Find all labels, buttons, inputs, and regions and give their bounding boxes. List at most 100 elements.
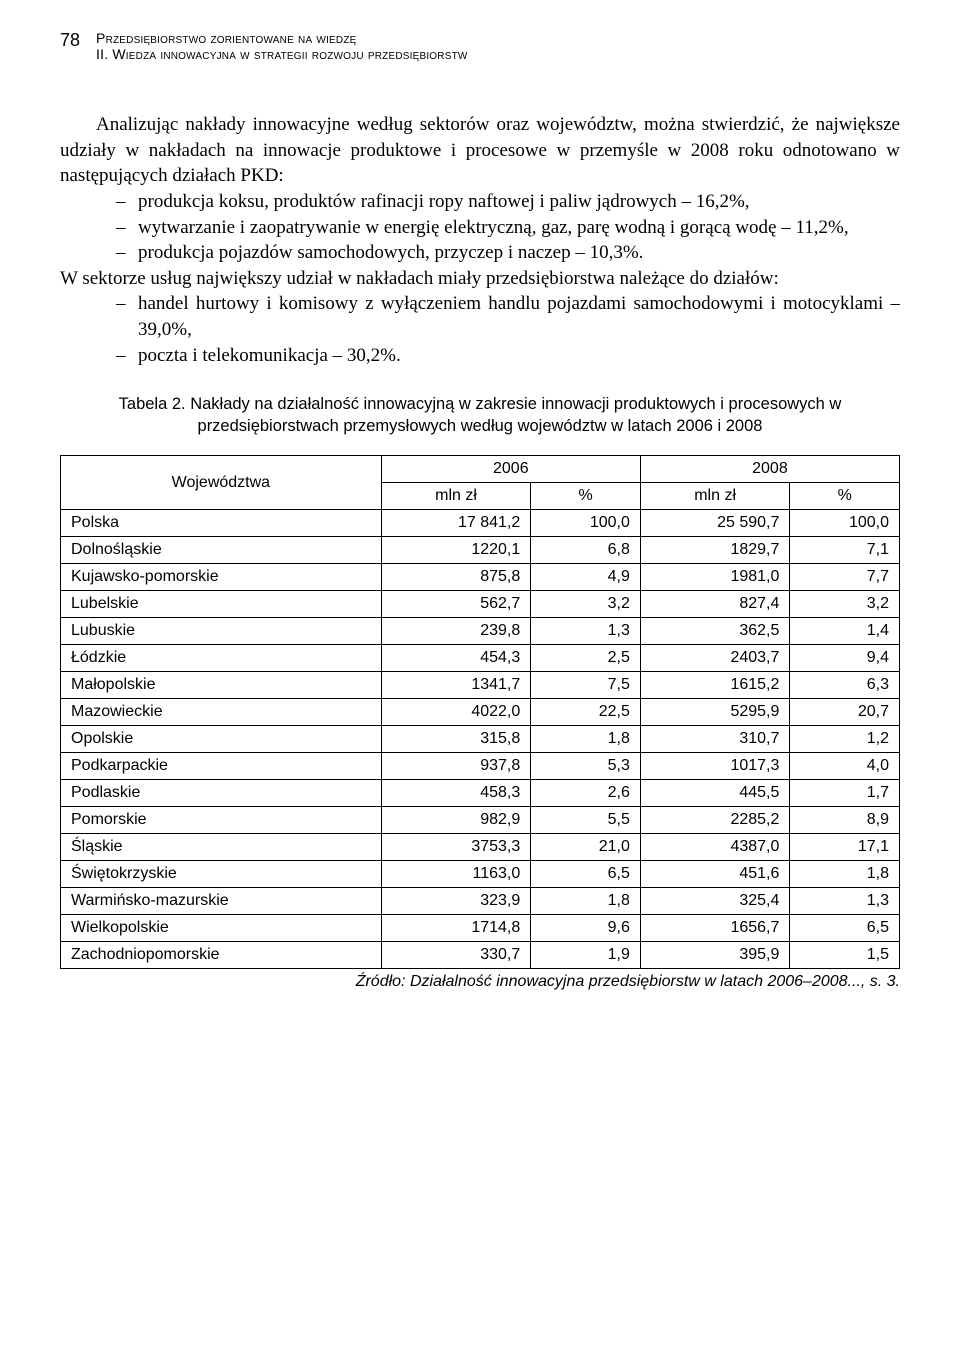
cell-value: 4,9 (531, 564, 641, 591)
table-row: Świętokrzyskie1163,06,5451,61,8 (61, 861, 900, 888)
cell-value: 982,9 (381, 807, 531, 834)
cell-value: 315,8 (381, 726, 531, 753)
cell-value: 2285,2 (640, 807, 790, 834)
cell-value: 7,7 (790, 564, 900, 591)
row-label: Podlaskie (61, 780, 382, 807)
cell-value: 6,3 (790, 672, 900, 699)
cell-value: 1,9 (531, 942, 641, 969)
table-row: Mazowieckie4022,022,55295,920,7 (61, 699, 900, 726)
cell-value: 6,5 (531, 861, 641, 888)
row-label: Małopolskie (61, 672, 382, 699)
cell-value: 17,1 (790, 834, 900, 861)
dash-icon: – (116, 240, 138, 266)
cell-value: 827,4 (640, 591, 790, 618)
cell-value: 1,2 (790, 726, 900, 753)
year-head-2006: 2006 (381, 456, 640, 483)
cell-value: 4,0 (790, 753, 900, 780)
table-row: Wielkopolskie1714,89,61656,76,5 (61, 915, 900, 942)
cell-value: 9,6 (531, 915, 641, 942)
dash-icon: – (116, 291, 138, 342)
cell-value: 2,5 (531, 645, 641, 672)
cell-value: 3,2 (531, 591, 641, 618)
table-row: Zachodniopomorskie330,71,9395,91,5 (61, 942, 900, 969)
cell-value: 310,7 (640, 726, 790, 753)
subhead: % (790, 483, 900, 510)
table-row: Lubuskie239,81,3362,51,4 (61, 618, 900, 645)
cell-value: 1,7 (790, 780, 900, 807)
table-head-row-1: Województwa 2006 2008 (61, 456, 900, 483)
cell-value: 5295,9 (640, 699, 790, 726)
cell-value: 362,5 (640, 618, 790, 645)
cell-value: 562,7 (381, 591, 531, 618)
cell-value: 8,9 (790, 807, 900, 834)
cell-value: 20,7 (790, 699, 900, 726)
cell-value: 1829,7 (640, 537, 790, 564)
row-label: Polska (61, 510, 382, 537)
col-label: Województwa (61, 456, 382, 510)
cell-value: 4387,0 (640, 834, 790, 861)
subhead: mln zł (381, 483, 531, 510)
table-row: Małopolskie1341,77,51615,26,3 (61, 672, 900, 699)
page-header: 78 Przedsiębiorstwo zorientowane na wied… (60, 30, 900, 62)
row-label: Świętokrzyskie (61, 861, 382, 888)
list-item: –wytwarzanie i zaopatrywanie w energię e… (116, 215, 900, 241)
cell-value: 454,3 (381, 645, 531, 672)
cell-value: 1981,0 (640, 564, 790, 591)
cell-value: 1163,0 (381, 861, 531, 888)
list-item: –produkcja pojazdów samochodowych, przyc… (116, 240, 900, 266)
table-row: Pomorskie982,95,52285,28,9 (61, 807, 900, 834)
cell-value: 25 590,7 (640, 510, 790, 537)
cell-value: 7,1 (790, 537, 900, 564)
row-label: Zachodniopomorskie (61, 942, 382, 969)
subhead: mln zł (640, 483, 790, 510)
cell-value: 1220,1 (381, 537, 531, 564)
table-row: Lubelskie562,73,2827,43,2 (61, 591, 900, 618)
row-label: Kujawsko-pomorskie (61, 564, 382, 591)
cell-value: 1,4 (790, 618, 900, 645)
cell-value: 6,5 (790, 915, 900, 942)
cell-value: 4022,0 (381, 699, 531, 726)
dash-icon: – (116, 343, 138, 369)
row-label: Lubuskie (61, 618, 382, 645)
cell-value: 3,2 (790, 591, 900, 618)
cell-value: 100,0 (531, 510, 641, 537)
cell-value: 6,8 (531, 537, 641, 564)
cell-value: 1017,3 (640, 753, 790, 780)
cell-value: 2,6 (531, 780, 641, 807)
dash-icon: – (116, 215, 138, 241)
table-row: Opolskie315,81,8310,71,2 (61, 726, 900, 753)
table-row: Podkarpackie937,85,31017,34,0 (61, 753, 900, 780)
row-label: Dolnośląskie (61, 537, 382, 564)
data-table: Województwa 2006 2008 mln zł % mln zł % … (60, 455, 900, 969)
header-titles: Przedsiębiorstwo zorientowane na wiedzę … (96, 30, 468, 62)
table-source: Źródło: Działalność innowacyjna przedsię… (60, 973, 900, 991)
cell-value: 1714,8 (381, 915, 531, 942)
table-row: Śląskie3753,321,04387,017,1 (61, 834, 900, 861)
cell-value: 325,4 (640, 888, 790, 915)
subhead: % (531, 483, 641, 510)
table-row: Łódzkie454,32,52403,79,4 (61, 645, 900, 672)
cell-value: 330,7 (381, 942, 531, 969)
bullet-list-2: –handel hurtowy i komisowy z wyłączeniem… (60, 291, 900, 368)
table-head: Województwa 2006 2008 mln zł % mln zł % (61, 456, 900, 510)
table-row: Polska17 841,2100,025 590,7100,0 (61, 510, 900, 537)
header-line-1: Przedsiębiorstwo zorientowane na wiedzę (96, 30, 468, 46)
body-text: Analizując nakłady innowacyjne według se… (60, 112, 900, 368)
list-item-text: poczta i telekomunikacja – 30,2%. (138, 343, 900, 369)
row-label: Pomorskie (61, 807, 382, 834)
cell-value: 5,3 (531, 753, 641, 780)
table-row: Kujawsko-pomorskie875,84,91981,07,7 (61, 564, 900, 591)
cell-value: 2403,7 (640, 645, 790, 672)
table-row: Podlaskie458,32,6445,51,7 (61, 780, 900, 807)
page-number: 78 (60, 30, 80, 51)
cell-value: 937,8 (381, 753, 531, 780)
cell-value: 239,8 (381, 618, 531, 645)
list-item-text: produkcja koksu, produktów rafinacji rop… (138, 189, 900, 215)
cell-value: 1615,2 (640, 672, 790, 699)
row-label: Opolskie (61, 726, 382, 753)
cell-value: 1,5 (790, 942, 900, 969)
list-item-text: wytwarzanie i zaopatrywanie w energię el… (138, 215, 900, 241)
cell-value: 445,5 (640, 780, 790, 807)
table-caption: Tabela 2. Nakłady na działalność innowac… (60, 394, 900, 437)
cell-value: 323,9 (381, 888, 531, 915)
